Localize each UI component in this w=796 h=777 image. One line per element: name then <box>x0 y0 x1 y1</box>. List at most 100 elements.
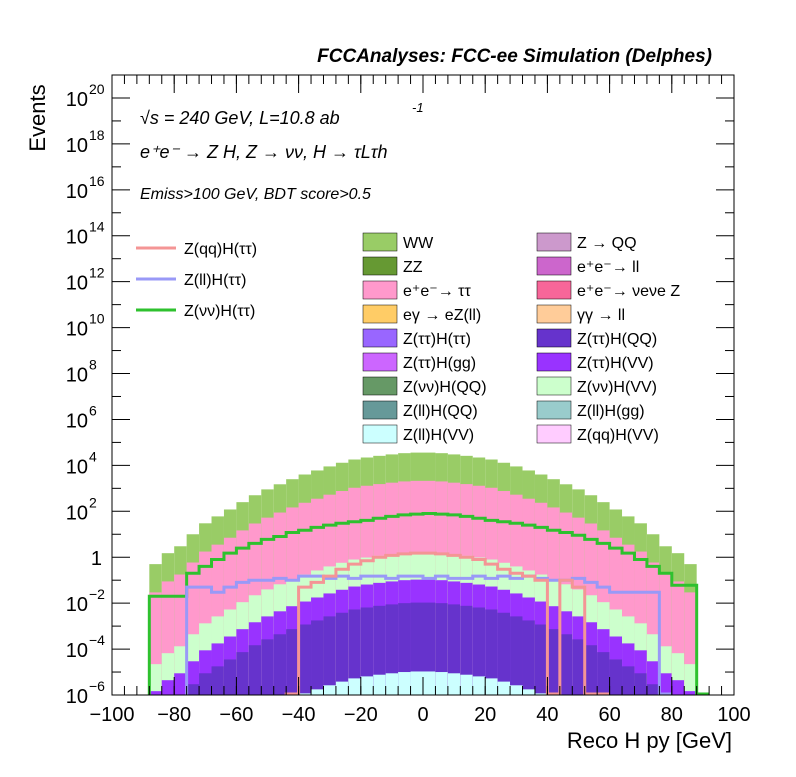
x-axis-label: Reco H py [GeV] <box>567 728 732 753</box>
histogram-bar <box>435 672 448 695</box>
x-tick-label: −60 <box>219 704 253 726</box>
y-tick-exponent: 4 <box>89 448 97 464</box>
histogram-bar <box>311 689 324 695</box>
process-label: e⁺e⁻ → Z H, Z → νν, H → τLτh <box>140 142 388 162</box>
histogram-bar <box>161 680 175 695</box>
y-tick-label: 10 <box>66 181 88 203</box>
x-tick-label: 40 <box>536 704 558 726</box>
histogram-bar <box>671 680 685 695</box>
histogram-bar <box>323 685 336 695</box>
histogram-bar <box>497 681 511 695</box>
histogram-bar <box>684 664 697 695</box>
histogram-bar <box>323 616 336 695</box>
histogram-bar <box>335 612 349 695</box>
y-tick-label: 10 <box>66 686 88 708</box>
histogram-bar <box>510 616 523 695</box>
y-tick-label: 10 <box>66 410 88 432</box>
x-tick-label: −20 <box>344 704 378 726</box>
histogram-bar <box>497 612 511 695</box>
y-tick-label: 10 <box>66 594 88 616</box>
histogram-bar <box>398 603 411 695</box>
legend-line-label: Z(ll)H(ττ) <box>184 272 246 289</box>
figure-title: FCCAnalyses: FCC-ee Simulation (Delphes) <box>317 46 712 67</box>
legend-fill-label: Z(ττ)H(VV) <box>577 355 654 372</box>
histogram-bar <box>311 620 324 695</box>
legend-fill-label: e⁺e⁻→ νeνe Z <box>577 283 680 300</box>
legend-fill-swatch <box>362 352 398 372</box>
y-tick-exponent: 18 <box>89 127 105 143</box>
histogram-bar <box>236 652 249 695</box>
legend-fill-label: Z(νν)H(VV) <box>577 379 657 396</box>
legend-fill-label: Z(ll)H(VV) <box>403 427 474 444</box>
legend-fill-label: Z(ττ)H(QQ) <box>577 331 657 348</box>
histogram-bar <box>510 685 523 695</box>
legend-line-label: Z(νν)H(ττ) <box>184 303 255 320</box>
legend-fill-swatch <box>536 424 572 444</box>
y-tick-label: 10 <box>66 227 88 249</box>
histogram-bar <box>634 673 647 695</box>
histogram-bar <box>472 607 486 695</box>
legend-fill-label: ZZ <box>403 259 423 276</box>
legend-fill-swatch <box>536 328 572 348</box>
legend-line-label: Z(qq)H(ττ) <box>184 241 257 258</box>
legend-fill-swatch <box>362 376 398 396</box>
legend-fills: WW Z → QQ ZZ e⁺e⁻→ ll e⁺e⁻→ ττ e⁺e⁻→ νeνe Z eγ… <box>362 232 680 444</box>
axes: −100 −80 −60 −40 −20 0 20 40 60 80 10010−610−410−2… <box>66 74 751 726</box>
histogram-bar <box>273 634 287 695</box>
x-tick-label: −100 <box>89 704 134 726</box>
y-tick-label: 10 <box>66 365 88 387</box>
legend-fill-swatch <box>536 232 572 252</box>
histogram-bar <box>298 624 312 695</box>
histogram-bar <box>609 659 623 695</box>
legend-fill-label: Z → QQ <box>577 235 637 252</box>
histogram-bar <box>485 678 498 695</box>
y-tick-exponent: 14 <box>89 219 105 235</box>
histogram-bar <box>572 639 585 695</box>
legend-fill-swatch <box>362 304 398 324</box>
histogram-bar <box>335 681 349 695</box>
legend-fill-swatch <box>362 328 398 348</box>
y-tick-exponent: −2 <box>89 586 105 602</box>
legend-fill-label: WW <box>403 235 434 252</box>
signal-lines <box>147 512 710 696</box>
y-tick-exponent: −6 <box>89 678 105 694</box>
legend-fill-swatch <box>362 280 398 300</box>
energy-superscript: -1 <box>412 100 424 115</box>
y-tick-label: 10 <box>66 273 88 295</box>
y-tick-label: 10 <box>66 456 88 478</box>
histogram-bar <box>398 672 411 695</box>
legend-fill-label: Z(ll)H(QQ) <box>403 403 478 420</box>
histogram-bar <box>199 673 212 695</box>
energy-label: √s = 240 GeV, L=10.8 ab <box>140 108 340 128</box>
x-tick-label: −40 <box>282 704 316 726</box>
y-tick-exponent: −4 <box>89 632 105 648</box>
histogram-bar <box>286 629 299 695</box>
histogram-bar <box>261 639 274 695</box>
legend-fill-swatch <box>536 304 572 324</box>
histogram-bar <box>460 605 473 695</box>
histogram-bar <box>460 674 473 695</box>
legend-fill-label: Z(ττ)H(gg) <box>403 355 476 372</box>
histogram-bar <box>597 652 610 695</box>
series-line <box>284 551 610 696</box>
histogram-bar <box>485 609 498 695</box>
histogram-bar <box>211 666 224 695</box>
histogram-bar <box>472 676 486 695</box>
histogram-bar <box>622 666 635 695</box>
histogram-bar <box>659 673 672 695</box>
y-tick-label: 10 <box>66 319 88 341</box>
histogram-bar <box>447 673 461 695</box>
y-tick-label: 10 <box>66 89 88 111</box>
legend-fill-swatch <box>536 376 572 396</box>
legend-fill-label: Z(ll)H(gg) <box>577 403 645 420</box>
histogram-bar <box>149 664 162 695</box>
histogram-bar <box>248 645 262 695</box>
legend-fill-label: Z(ττ)H(ττ) <box>403 331 471 348</box>
legend-fill-swatch <box>362 232 398 252</box>
legend-fill-swatch <box>362 400 398 420</box>
x-tick-label: 0 <box>417 704 428 726</box>
histogram-bar <box>373 605 386 695</box>
x-tick-label: 60 <box>598 704 620 726</box>
y-tick-exponent: 16 <box>89 173 105 189</box>
